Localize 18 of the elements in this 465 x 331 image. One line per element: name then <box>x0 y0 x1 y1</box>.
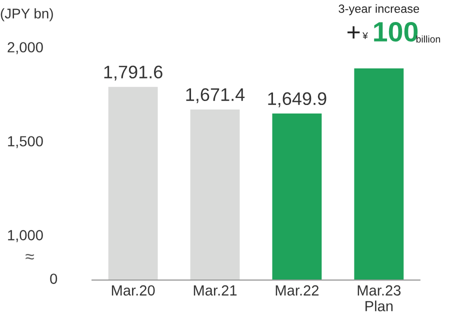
data-label: 1,671.4 <box>186 88 245 104</box>
y-tick-label: 1,500 <box>8 136 43 148</box>
text: ¥ <box>362 32 368 40</box>
x-tick-label: Mar.21 <box>194 285 237 296</box>
y-axis-title: (JPY bn) <box>0 8 53 22</box>
x-tick-label: Mar.22 <box>276 285 319 296</box>
y-tick-label: 1,000 <box>8 230 43 242</box>
text: ≈ <box>26 254 34 260</box>
text: billion <box>416 35 440 43</box>
x-tick-label: Mar.20 <box>112 285 155 296</box>
data-label: 1,649.9 <box>268 92 326 108</box>
text: + <box>348 26 360 38</box>
text: 0 <box>50 274 58 284</box>
y-tick-label: 2,000 <box>8 42 43 54</box>
text: 100 <box>374 22 418 42</box>
data-label: 1,791.6 <box>104 66 162 81</box>
text: 3-year increase <box>338 4 420 16</box>
x-tick-label: Mar.23 Plan <box>358 285 401 312</box>
